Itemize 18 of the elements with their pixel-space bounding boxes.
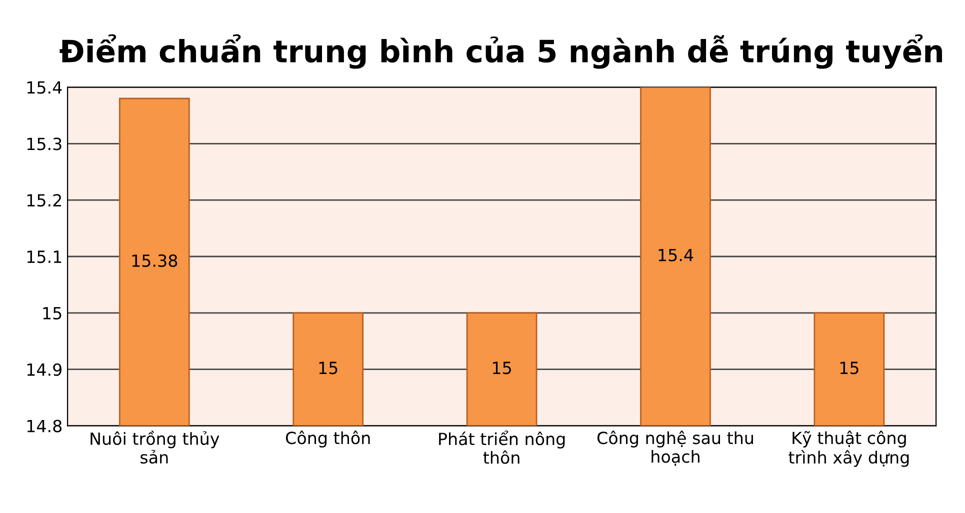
data-label: 15 <box>493 362 511 374</box>
x-tick-label: Công nghệ sau thu hoạch <box>597 430 753 466</box>
x-tick-label: Kỹ thuật công trình xây dựng <box>788 430 909 467</box>
y-tick-label: 15 <box>43 307 62 320</box>
y-tick-label: 14.8 <box>27 420 62 432</box>
y-tick-label: 14.9 <box>27 363 62 376</box>
x-tick-label: Nuôi trồng thủy sản <box>90 430 220 464</box>
x-tick-label: Phát triển nông thôn <box>439 430 565 464</box>
chart-title: Điểm chuẩn trung bình của 5 ngành dễ trúng tuyển <box>60 34 942 69</box>
data-label: 15 <box>840 362 858 374</box>
data-label: 15.38 <box>132 254 178 267</box>
y-tick-label: 15.2 <box>27 194 62 207</box>
data-label: 15 <box>319 362 338 374</box>
x-tick-label: Công thôn <box>286 430 370 448</box>
y-tick-label: 15.4 <box>27 81 62 94</box>
y-tick-label: 15.3 <box>27 138 62 150</box>
y-tick-label: 15.1 <box>27 250 62 264</box>
data-label: 15.4 <box>658 248 694 262</box>
